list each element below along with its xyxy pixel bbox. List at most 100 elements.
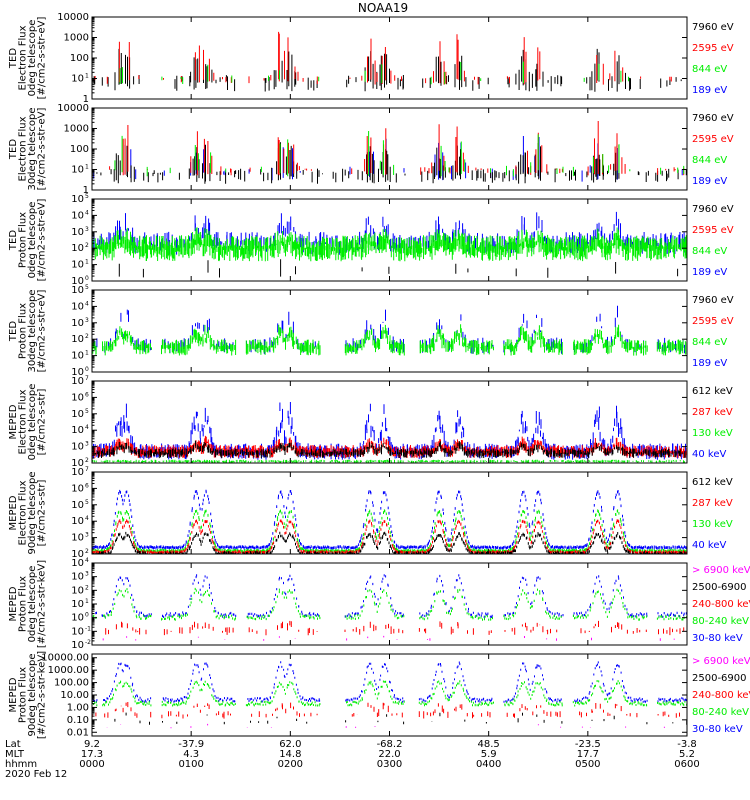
ylabel-meped-p-90-0: MEPED: [8, 677, 19, 712]
ytick-label-meped-e-0-1: 10: [71, 442, 84, 453]
ytick-exponent-ted-e-90-1: 1: [85, 164, 89, 171]
legend-meped-p-90-2: 240-800 keV: [692, 690, 750, 701]
ytick-label-meped-p-90-2: 1.00: [67, 702, 89, 713]
ytick-exponent-ted-p-90-4: 4: [85, 300, 89, 307]
legend-ted-p-90-3: 189 eV: [692, 358, 727, 369]
ytick-label-meped-e-90-3: 10: [71, 500, 84, 511]
ytick-label-meped-e-90-4: 10: [71, 483, 84, 494]
series-ted-e-0-red-1: [94, 31, 672, 85]
series-meped-p-90-magenta-4: [106, 723, 665, 729]
ytick-label-meped-e-0-0: 10: [71, 458, 84, 469]
series-meped-p-0-green-1: [92, 587, 688, 621]
legend-meped-e-0-0: 612 keV: [692, 386, 733, 397]
series-meped-p-0-red-2: [105, 620, 685, 636]
ylabel-ted-e-90-1: Electron Flux: [18, 116, 29, 181]
ylabel-ted-e-0-1: Electron Flux: [18, 25, 29, 90]
ytick-label-meped-e-90-0: 10: [71, 549, 84, 560]
ytick-label-ted-p-0-1: 10: [71, 260, 84, 271]
ephem-row-label-1: MLT: [5, 749, 25, 760]
ytick-exponent-meped-e-90-0: 2: [85, 548, 89, 555]
ytick-label-meped-p-90-0: 0.01: [67, 727, 89, 738]
legend-ted-e-0-2: 844 eV: [692, 64, 727, 75]
ephem-2-1: 0100: [178, 759, 203, 770]
ytick-label-meped-p-90-5: 1000.00: [48, 665, 89, 676]
ylabel-meped-e-90-3: [#/cm2-s-str]: [37, 479, 48, 546]
ylabel-ted-e-90-2: 30deg telescope: [27, 107, 38, 190]
legend-meped-p-0-3: 80-240 keV: [692, 616, 749, 627]
legend-ted-p-0-1: 2595 eV: [692, 225, 734, 236]
ytick-exponent-meped-e-0-3: 5: [85, 408, 89, 415]
series-meped-p-90-blue-0: [92, 661, 687, 703]
series-meped-p-0-magenta-3: [102, 635, 675, 641]
series-meped-e-0-green-3: [92, 459, 685, 463]
ephem-0-3: -68.2: [377, 739, 403, 750]
ytick-exponent-meped-e-0-1: 3: [85, 441, 89, 448]
ytick-label-ted-e-90-3: 1000: [64, 124, 89, 135]
ytick-label-meped-e-90-5: 10: [71, 467, 84, 478]
legend-meped-p-90-3: 80-240 keV: [692, 707, 749, 718]
ytick-label-ted-e-0-1: 10: [71, 74, 84, 85]
ytick-label-ted-p-90-5: 10: [71, 285, 84, 296]
ytick-exponent-ted-p-90-1: 1: [85, 350, 89, 357]
ytick-exponent-meped-e-0-2: 4: [85, 424, 89, 431]
ytick-label-ted-e-90-0: 1: [83, 185, 89, 196]
ylabel-meped-e-90-2: 90deg telescope: [27, 471, 38, 554]
ephem-1-6: 5.2: [679, 749, 695, 760]
legend-ted-p-0-0: 7960 eV: [692, 204, 734, 215]
ylabel-ted-p-90-1: Proton Flux: [18, 303, 29, 359]
ytick-label-meped-p-0-1: 10: [71, 626, 84, 637]
ytick-label-meped-p-0-0: 10: [71, 640, 84, 651]
ytick-label-ted-e-0-0: 1: [83, 94, 89, 105]
ylabel-meped-p-0-2: 0deg telescope: [27, 566, 38, 643]
legend-meped-e-90-2: 130 keV: [692, 519, 733, 530]
ylabel-ted-p-0-3: [#/cm2-s-str-eV]: [37, 199, 48, 282]
legend-meped-p-0-2: 240-800 keV: [692, 599, 750, 610]
ephem-2-3: 0300: [377, 759, 402, 770]
legend-meped-e-0-3: 40 keV: [692, 449, 726, 460]
ytick-exponent-ted-p-0-2: 2: [85, 242, 89, 249]
ytick-exponent-meped-e-0-0: 2: [85, 457, 89, 464]
ylabel-ted-e-0-2: 0deg telescope: [27, 20, 38, 97]
ytick-exponent-meped-p-0-0: -2: [85, 639, 91, 646]
ytick-label-meped-p-0-6: 10: [71, 558, 84, 569]
ephem-0-1: -37.9: [178, 739, 204, 750]
ytick-exponent-meped-p-0-3: 1: [85, 598, 89, 605]
ylabel-meped-p-0-1: Proton Flux: [18, 576, 29, 632]
ytick-label-meped-e-90-2: 10: [71, 516, 84, 527]
ephem-0-5: -23.5: [575, 739, 601, 750]
legend-ted-e-90-1: 2595 eV: [692, 134, 734, 145]
legend-meped-p-0-0: > 6900 keV: [692, 565, 750, 576]
ylabel-meped-e-0-2: 0deg telescope: [27, 384, 38, 461]
ylabel-ted-p-0-2: 0deg telescope: [27, 202, 38, 279]
ytick-exponent-ted-p-90-2: 2: [85, 333, 89, 340]
ytick-label-meped-p-90-6: 10000.00: [41, 653, 89, 664]
ytick-exponent-meped-p-0-5: 3: [85, 571, 89, 578]
ytick-exponent-ted-p-0-5: 5: [85, 193, 89, 200]
ytick-exponent-meped-p-0-1: -1: [85, 625, 91, 632]
ytick-label-meped-p-0-4: 10: [71, 585, 84, 596]
ytick-exponent-ted-p-90-0: 0: [85, 366, 89, 373]
legend-ted-p-0-2: 844 eV: [692, 246, 727, 257]
ylabel-meped-p-90-1: Proton Flux: [18, 667, 29, 723]
legend-ted-p-90-1: 2595 eV: [692, 316, 734, 327]
ephem-0-6: -3.8: [677, 739, 697, 750]
ylabel-ted-p-0-0: TED: [8, 230, 19, 251]
ytick-label-ted-e-0-4: 10000: [57, 12, 89, 23]
series-meped-p-90-green-1: [91, 680, 688, 707]
ephem-1-5: 17.7: [577, 749, 599, 760]
ytick-label-meped-e-0-2: 10: [71, 425, 84, 436]
ytick-exponent-meped-p-0-4: 2: [85, 584, 89, 591]
ylabel-ted-e-90-0: TED: [8, 139, 19, 160]
ytick-exponent-ted-p-0-3: 3: [85, 226, 89, 233]
ytick-label-ted-p-90-0: 10: [71, 367, 84, 378]
ytick-exponent-meped-p-0-2: 0: [85, 612, 89, 619]
ylabel-meped-p-0-3: [#/cm2-s-str-keV]: [37, 560, 48, 648]
ytick-label-ted-e-90-4: 10000: [57, 103, 89, 114]
ytick-label-meped-p-0-3: 10: [71, 599, 84, 610]
